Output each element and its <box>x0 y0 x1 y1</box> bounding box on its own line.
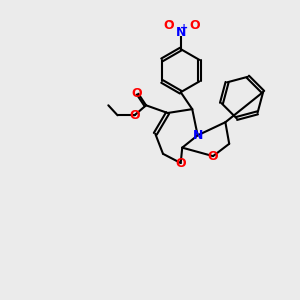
Text: -: - <box>169 17 173 27</box>
Text: N: N <box>176 26 186 39</box>
Text: O: O <box>208 150 218 163</box>
Text: N: N <box>193 129 203 142</box>
Text: O: O <box>129 109 140 122</box>
Text: +: + <box>181 23 189 33</box>
Text: O: O <box>176 157 186 169</box>
Text: O: O <box>189 20 200 32</box>
Text: O: O <box>131 87 142 100</box>
Text: O: O <box>163 20 174 32</box>
